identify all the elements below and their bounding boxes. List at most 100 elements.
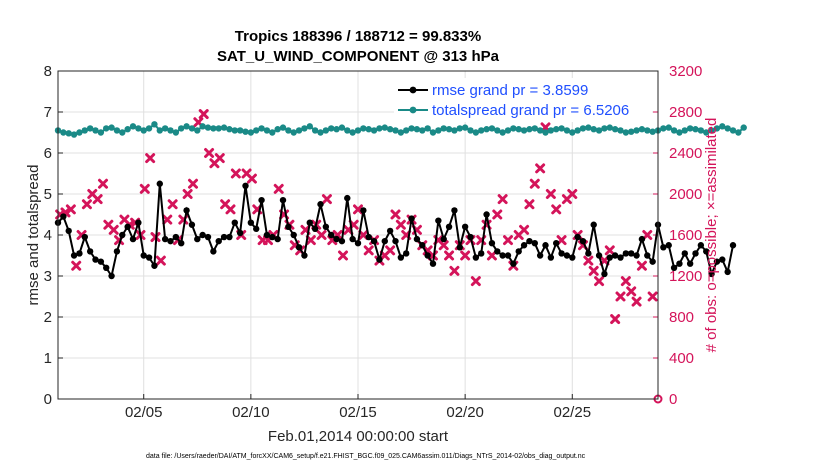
y-axis-left-label: rmse and totalspread xyxy=(25,165,42,306)
rmse-point xyxy=(526,237,533,245)
totalspread-point xyxy=(140,127,147,134)
totalspread-point xyxy=(590,126,597,133)
x-tick-label: 02/25 xyxy=(554,404,592,421)
totalspread-point xyxy=(740,124,747,131)
rmse-point xyxy=(108,272,115,280)
rmse-point xyxy=(547,254,555,261)
totalspread-point xyxy=(419,127,426,134)
rmse-point xyxy=(354,240,362,247)
rmse-point xyxy=(311,225,319,233)
totalspread-point xyxy=(210,125,217,132)
rmse-point xyxy=(670,264,678,271)
rmse-point xyxy=(392,237,399,245)
rmse-point xyxy=(188,221,196,228)
obs-point xyxy=(395,219,406,230)
totalspread-point xyxy=(633,127,640,134)
obs-point xyxy=(626,286,637,297)
x-axis-label: Feb.01,2014 00:00:00 start xyxy=(268,428,449,445)
totalspread-point xyxy=(660,125,667,132)
totalspread-point xyxy=(478,127,485,134)
rmse-point xyxy=(172,233,180,241)
right-tick-label: 3200 xyxy=(669,63,702,80)
totalspread-point xyxy=(178,125,185,132)
totalspread-point xyxy=(328,125,335,132)
rmse-point xyxy=(317,201,324,208)
totalspread-point xyxy=(108,124,115,131)
totalspread-point xyxy=(499,129,506,136)
rmse-point xyxy=(440,235,447,243)
totalspread-point xyxy=(156,127,163,134)
rmse-point xyxy=(419,242,426,249)
rmse-point xyxy=(145,254,153,261)
rmse-point xyxy=(424,252,431,259)
obs-point xyxy=(65,204,76,215)
obs-point xyxy=(524,199,535,210)
rmse-point xyxy=(403,250,410,257)
obs-point xyxy=(503,235,513,246)
totalspread-point xyxy=(188,125,196,132)
totalspread-point xyxy=(263,127,271,134)
totalspread-point xyxy=(488,125,496,132)
obs-point xyxy=(470,276,481,287)
rmse-point xyxy=(269,233,276,241)
totalspread-point xyxy=(285,127,292,134)
totalspread-point xyxy=(129,123,137,130)
legend-spread-marker xyxy=(409,106,417,114)
obs-point xyxy=(636,260,647,271)
totalspread-point xyxy=(365,126,372,133)
rmse-point xyxy=(499,252,506,259)
totalspread-point xyxy=(70,131,78,138)
rmse-point xyxy=(194,235,201,243)
rmse-point xyxy=(408,215,415,222)
totalspread-point xyxy=(97,129,105,136)
rmse-point xyxy=(242,182,249,189)
rmse-point xyxy=(135,219,142,226)
obs-point xyxy=(98,178,108,189)
left-tick-label: 4 xyxy=(44,227,52,244)
totalspread-point xyxy=(504,127,512,134)
totalspread-point xyxy=(381,124,388,131)
rmse-point xyxy=(628,250,635,257)
totalspread-point xyxy=(472,129,480,136)
totalspread-point xyxy=(531,125,538,132)
totalspread-point xyxy=(151,121,158,128)
rmse-point xyxy=(274,235,281,243)
totalspread-point xyxy=(676,129,683,136)
rmse-point xyxy=(467,233,474,241)
rmse-point xyxy=(413,235,421,243)
rmse-point xyxy=(306,219,313,226)
totalspread-point xyxy=(376,125,383,132)
rmse-point xyxy=(660,244,667,251)
rmse-point xyxy=(681,250,688,257)
obs-point xyxy=(529,178,540,189)
totalspread-point xyxy=(274,126,281,133)
totalspread-point xyxy=(510,125,517,132)
obs-point xyxy=(460,250,471,261)
obs-point xyxy=(198,109,209,120)
totalspread-series xyxy=(54,121,747,138)
rmse-point xyxy=(472,254,480,261)
totalspread-point xyxy=(199,123,206,130)
obs-point xyxy=(353,204,363,215)
rmse-point xyxy=(119,231,126,239)
obs-point xyxy=(620,276,631,287)
totalspread-point xyxy=(670,127,678,134)
right-tick-label: 400 xyxy=(669,350,694,367)
obs-point xyxy=(182,189,193,199)
obs-point xyxy=(321,194,332,205)
legend-spread-label: totalspread grand pr = 6.5206 xyxy=(432,102,629,119)
totalspread-point xyxy=(606,124,613,131)
rmse-point xyxy=(328,231,335,239)
rmse-point xyxy=(563,252,571,259)
totalspread-point xyxy=(322,127,330,134)
obs-point xyxy=(139,183,150,194)
totalspread-point xyxy=(713,125,721,132)
obs-point xyxy=(545,189,556,199)
rmse-point xyxy=(719,256,726,263)
totalspread-point xyxy=(703,129,710,136)
rmse-point xyxy=(215,237,222,245)
totalspread-point xyxy=(424,125,431,132)
obs-point xyxy=(428,250,438,261)
totalspread-point xyxy=(563,127,571,134)
